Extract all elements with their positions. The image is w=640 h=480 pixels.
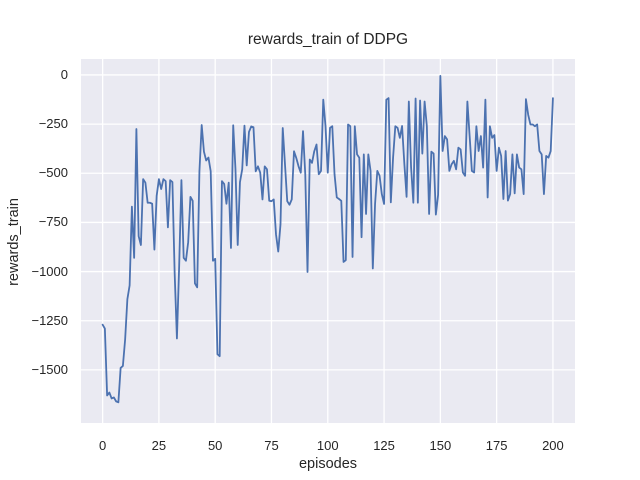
x-tick-label: 50 <box>207 438 223 453</box>
x-tick-label: 175 <box>485 438 508 453</box>
x-axis-label: episodes <box>298 456 358 472</box>
gridlines <box>81 59 575 423</box>
y-tick-label: −750 <box>38 214 68 230</box>
y-tick-label: −1500 <box>31 361 68 377</box>
y-axis-label: rewards_train <box>6 198 22 286</box>
y-tick-label: −1250 <box>31 312 68 328</box>
x-tick-label: 100 <box>316 438 339 453</box>
x-tick-label: 0 <box>98 438 107 453</box>
line-chart <box>81 59 575 423</box>
y-tick-label: −250 <box>38 116 68 132</box>
x-tick-label: 25 <box>151 438 167 453</box>
x-tick-label: 150 <box>429 438 452 453</box>
y-tick-label: −1000 <box>31 263 68 279</box>
plot-area <box>81 59 575 423</box>
x-tick-label: 125 <box>373 438 395 453</box>
x-tick-label: 200 <box>542 438 564 453</box>
series-line-rewards-train <box>101 75 554 404</box>
x-tick-label: 75 <box>264 438 279 453</box>
y-tick-label: 0 <box>60 66 68 82</box>
chart-title: rewards_train of DDPG <box>247 31 409 48</box>
y-tick-label: −500 <box>38 165 68 181</box>
